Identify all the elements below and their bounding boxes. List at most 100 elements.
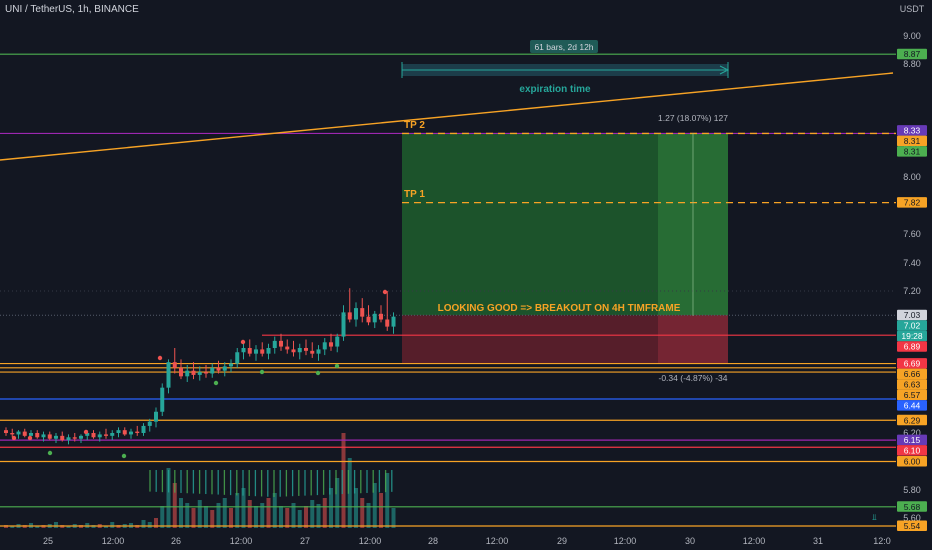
candle-body (147, 421, 152, 426)
price-badge (897, 48, 927, 60)
time-label: 28 (428, 536, 438, 546)
volume-bar (229, 508, 233, 528)
candle-body (241, 348, 246, 353)
sync-icon[interactable]: ⫫ (871, 512, 877, 522)
volume-bar (160, 506, 165, 528)
volume-bar (10, 526, 15, 528)
time-label: 26 (171, 536, 181, 546)
price-badge (897, 400, 927, 411)
volume-bar (354, 488, 358, 528)
time-label: 12:00 (614, 536, 637, 546)
volume-bar (204, 506, 208, 528)
candle-body (185, 370, 190, 377)
candle-body (322, 342, 327, 350)
time-label: 27 (300, 536, 310, 546)
price-badge (897, 501, 927, 512)
candle-body (216, 367, 221, 371)
volume-bar (35, 526, 40, 528)
price-badge-label: 8.31 (904, 136, 921, 146)
candle-body (22, 431, 27, 436)
candle-body (235, 352, 240, 364)
candle-body (54, 435, 58, 439)
candle-body (104, 434, 108, 436)
volume-bar (66, 526, 71, 528)
volume-bar (172, 483, 177, 528)
price-badge (897, 456, 927, 467)
candle-body (154, 411, 158, 422)
volume-bar (335, 478, 340, 528)
signal-dot (47, 450, 53, 456)
candle-body (272, 340, 277, 348)
price-badge-label: 6.00 (904, 457, 921, 467)
long-position-tool[interactable] (402, 133, 728, 363)
volume-bar (247, 500, 252, 528)
volume-bar (54, 522, 58, 528)
volume-bar (316, 504, 321, 528)
volume-bar (304, 506, 308, 528)
candle-body (204, 372, 208, 374)
candle-body (97, 434, 102, 438)
price-tick-label: 9.00 (903, 31, 921, 41)
candle-body (16, 431, 21, 435)
candle-body (79, 435, 83, 439)
signal-dot (121, 453, 127, 459)
volume-bar (310, 500, 315, 528)
volume-bar (185, 503, 190, 528)
price-badge-label: 5.54 (904, 521, 921, 531)
signal-dot (382, 289, 388, 295)
price-badge (897, 358, 927, 369)
volume-bar (385, 473, 390, 528)
candle-body (279, 340, 283, 347)
trend-line[interactable] (0, 72, 894, 161)
tp1-label[interactable]: TP 1 (404, 189, 425, 200)
price-badge-label: 19:28 (901, 331, 923, 341)
price-tick-label: 7.60 (903, 229, 921, 239)
price-badge-label: 6.69 (904, 359, 921, 369)
volume-bar (154, 518, 158, 528)
price-badge-label: 8.33 (904, 126, 921, 136)
signal-dot (11, 435, 17, 441)
candle-body (72, 437, 77, 439)
stop-stats: -0.34 (-4.87%) -34 (659, 373, 728, 383)
bars-range-text: 61 bars, 2d 12h (534, 42, 593, 52)
candle-body (60, 435, 65, 441)
price-badge-label: 6.44 (904, 401, 921, 411)
candle-body (385, 319, 390, 327)
candle-body (247, 348, 252, 354)
volume-bar (235, 493, 240, 528)
candle-body (110, 433, 115, 436)
candle-body (122, 430, 127, 435)
target-stats: 1.27 (18.07%) 127 (658, 113, 728, 123)
price-tick-label: 6.20 (903, 428, 921, 438)
candle-body (210, 367, 215, 374)
candle-body (135, 431, 140, 433)
price-axis-bg[interactable] (896, 0, 932, 550)
candle-body (197, 372, 202, 375)
volume-bars (4, 433, 396, 528)
comment-label[interactable]: LOOKING GOOD => BREAKOUT ON 4H TIMFRAME (438, 303, 681, 314)
price-badge-label: 7.82 (904, 198, 921, 208)
time-label: 29 (557, 536, 567, 546)
time-label: 12:0 (873, 536, 891, 546)
price-badge-label: 6.10 (904, 446, 921, 456)
time-label: 31 (813, 536, 823, 546)
price-badge-label: 6.29 (904, 415, 921, 425)
volume-bar (147, 522, 152, 528)
candle-body (4, 430, 8, 433)
candle-body (229, 363, 233, 367)
time-axis[interactable]: 25 12:00 26 12:00 27 12:00 28 12:00 29 12:00 30 12:… (43, 536, 891, 546)
date-range-tool[interactable] (401, 62, 730, 78)
horizontal-levels[interactable] (0, 53, 896, 527)
volume-bar (216, 503, 221, 528)
tp2-label[interactable]: TP 2 (404, 120, 425, 131)
signal-dot (157, 355, 163, 361)
price-badge (897, 146, 927, 157)
price-tick-label: 5.60 (903, 513, 921, 523)
volume-bar (191, 508, 196, 528)
symbol-title[interactable]: UNI / TetherUS, 1h, BINANCE (5, 4, 139, 15)
price-badge (897, 125, 927, 136)
candle-body (341, 312, 346, 337)
price-badge (897, 309, 927, 321)
expiration-label[interactable]: expiration time (519, 84, 591, 95)
